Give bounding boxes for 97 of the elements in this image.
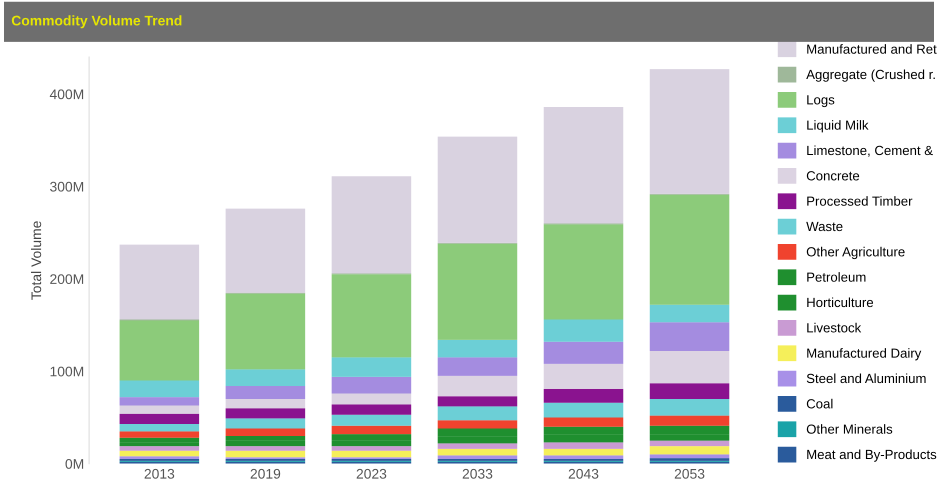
bar bbox=[332, 357, 412, 377]
x-tick-label: 2053 bbox=[674, 468, 704, 479]
bar bbox=[650, 194, 730, 305]
bar bbox=[120, 450, 200, 456]
bar bbox=[650, 458, 730, 461]
x-tick-label: 2019 bbox=[250, 468, 280, 479]
bar bbox=[544, 455, 624, 460]
legend-label: Manufactured Dairy bbox=[807, 348, 922, 360]
bar bbox=[438, 396, 518, 406]
legend-label: Meat and By-Products bbox=[807, 449, 936, 462]
bar bbox=[650, 383, 730, 399]
bar bbox=[438, 376, 518, 396]
bar bbox=[226, 294, 306, 370]
legend-label: Coal bbox=[806, 398, 832, 408]
legend-label: Waste bbox=[806, 222, 842, 232]
x-tick-label: 2023 bbox=[356, 468, 386, 479]
x-tick-label: 2043 bbox=[568, 468, 598, 479]
legend-label: Logs bbox=[807, 95, 834, 108]
legend-label: Horticulture bbox=[807, 297, 874, 308]
bar bbox=[120, 397, 200, 406]
bar bbox=[544, 448, 624, 456]
bar bbox=[120, 414, 200, 424]
bar bbox=[438, 340, 518, 358]
bar bbox=[544, 402, 624, 418]
bar bbox=[544, 107, 624, 224]
bar bbox=[120, 431, 200, 438]
bar bbox=[226, 428, 306, 436]
bar bbox=[332, 426, 412, 434]
bar bbox=[332, 450, 412, 458]
legend-label: Manufactured and Ret bbox=[807, 44, 937, 54]
bar bbox=[332, 393, 412, 405]
y-tick-label: 300M bbox=[50, 182, 84, 192]
bar bbox=[438, 448, 518, 456]
bar bbox=[544, 320, 624, 342]
bar bbox=[226, 408, 306, 418]
y-tick-label: 200M bbox=[50, 274, 84, 284]
y-tick-label: 100M bbox=[50, 366, 84, 376]
x-tick-label: 2033 bbox=[462, 468, 492, 479]
legend-label: Liquid Milk bbox=[807, 120, 869, 132]
legend-label: Other Minerals bbox=[806, 424, 892, 434]
legend-label: Steel and Aluminium bbox=[806, 373, 926, 384]
bar bbox=[650, 304, 730, 322]
bar bbox=[226, 208, 306, 293]
bar bbox=[332, 376, 412, 394]
legend-label: Other Agriculture bbox=[806, 246, 905, 260]
bar bbox=[332, 446, 412, 451]
bar bbox=[120, 446, 200, 451]
bar bbox=[332, 176, 412, 274]
bar bbox=[438, 357, 518, 376]
bar bbox=[650, 69, 730, 194]
bar bbox=[120, 405, 200, 414]
bar bbox=[332, 414, 412, 426]
chart-title: Commodity Volume Trend bbox=[12, 15, 182, 28]
bar bbox=[650, 322, 730, 351]
legend-label: Processed Timber bbox=[807, 196, 912, 206]
bar bbox=[438, 244, 518, 340]
bar bbox=[226, 386, 306, 399]
x-tick-label: 2013 bbox=[144, 468, 174, 479]
bar bbox=[650, 398, 730, 416]
bar bbox=[438, 136, 518, 243]
bar bbox=[120, 424, 200, 432]
bar bbox=[120, 244, 200, 320]
legend-label: Petroleum bbox=[807, 272, 866, 282]
bar bbox=[438, 443, 518, 449]
bar bbox=[544, 224, 624, 320]
bar bbox=[544, 342, 624, 364]
y-tick-label: 0M bbox=[66, 459, 84, 469]
bar bbox=[544, 417, 624, 427]
bar bbox=[650, 350, 730, 384]
legend-label: Aggregate (Crushed r. bbox=[806, 69, 935, 82]
y-axis-title: Total Volume bbox=[31, 221, 42, 300]
bar bbox=[120, 442, 200, 446]
legend-label: Limestone, Cement & bbox=[807, 145, 933, 157]
legend-label: Concrete bbox=[806, 171, 860, 180]
bar bbox=[438, 455, 518, 460]
bar bbox=[226, 369, 306, 386]
bar bbox=[332, 404, 412, 415]
bar bbox=[650, 446, 730, 454]
bar bbox=[650, 440, 730, 446]
bar bbox=[120, 438, 200, 442]
bar bbox=[226, 450, 306, 458]
bar bbox=[544, 388, 624, 403]
bar bbox=[120, 456, 200, 460]
bar bbox=[120, 320, 200, 381]
bar bbox=[544, 442, 624, 449]
bar bbox=[226, 446, 306, 451]
bar bbox=[438, 420, 518, 429]
bar bbox=[544, 364, 624, 389]
legend-label: Livestock bbox=[807, 322, 862, 332]
bar bbox=[650, 454, 730, 458]
bar bbox=[226, 418, 306, 429]
bar bbox=[438, 406, 518, 420]
bar bbox=[650, 416, 730, 426]
y-tick-label: 400M bbox=[50, 89, 84, 100]
bar bbox=[120, 380, 200, 398]
bar bbox=[226, 398, 306, 408]
bar bbox=[332, 274, 412, 358]
